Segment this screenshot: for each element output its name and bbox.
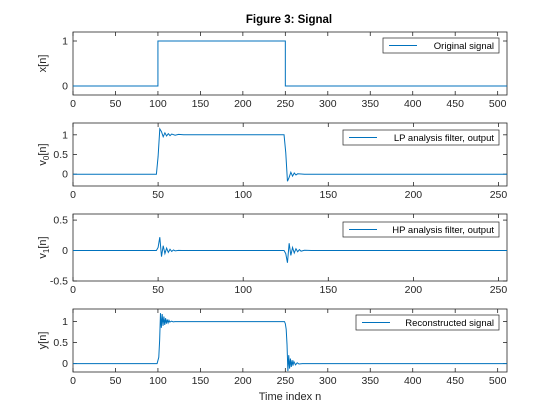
y-tick-label: -0.5 [50, 276, 68, 288]
series-line [73, 127, 507, 182]
y-tick-label: 1 [62, 36, 68, 48]
y-tick-label: 0 [62, 169, 68, 181]
x-tick-label: 500 [489, 98, 507, 110]
x-tick-label: 350 [361, 375, 379, 387]
y-axis-label: v1[n] [37, 236, 51, 258]
x-tick-label: 100 [149, 375, 167, 387]
x-tick-label: 150 [192, 375, 210, 387]
subplot-3: 0 50 100 150 200 250-0.500.5v1[n]HP analysis … [37, 213, 508, 296]
x-tick-label: 400 [404, 98, 422, 110]
x-tick-label: 350 [361, 98, 379, 110]
x-tick-label: 250 [277, 375, 295, 387]
x-tick-label: 400 [404, 375, 422, 387]
x-tick-label: 100 [234, 189, 252, 201]
legend-box [355, 314, 500, 331]
x-tick-label: 200 [234, 375, 252, 387]
legend-box [342, 129, 500, 146]
legend-box [342, 221, 500, 238]
x-tick-label: 250 [490, 189, 508, 201]
x-tick-label: 250 [490, 284, 508, 296]
y-axis-label: x[n] [37, 55, 49, 73]
x-tick-label: 100 [149, 98, 167, 110]
y-tick-label: 0 [62, 245, 68, 257]
legend: HP analysis filter, output [342, 221, 500, 238]
legend: Original signal [382, 37, 500, 54]
legend-box [382, 37, 500, 54]
x-tick-label: 500 [489, 375, 507, 387]
legend: LP analysis filter, output [342, 129, 500, 146]
legend-label: Reconstructed signal [405, 318, 494, 329]
y-tick-label: 0 [62, 81, 68, 93]
x-tick-label: 450 [446, 375, 464, 387]
subplots: 0 50 100 150 200 250 300 350 400 450 50001x[n]Orig… [37, 31, 508, 403]
legend-label: LP analysis filter, output [394, 133, 495, 144]
x-tick-label: 100 [234, 284, 252, 296]
x-tick-label: 0 [70, 284, 76, 296]
y-tick-label: 1 [62, 129, 68, 141]
subplot-1: 0 50 100 150 200 250 300 350 400 450 500 0 1 x[n] Orig… [37, 31, 508, 110]
x-tick-label: 50 [110, 375, 122, 387]
x-tick-label: 150 [320, 189, 338, 201]
legend-label: HP analysis filter, output [392, 225, 494, 236]
y-axis-label: y[n] [37, 332, 49, 350]
x-tick-label: 50 [152, 189, 164, 201]
x-tick-label: 150 [192, 98, 210, 110]
series-line [73, 40, 507, 87]
x-tick-label: 0 [70, 189, 76, 201]
x-axis-label: Time index n [259, 391, 322, 403]
x-tick-label: 300 [319, 98, 337, 110]
x-tick-label: 0 [70, 375, 76, 387]
subplot-4: 0 50 100 150 200 250 300 350 400 450 500 0 0.5 1 y[n] T… [37, 308, 508, 403]
figure-title: Figure 3: Signal [246, 14, 332, 26]
y-tick-label: 0 [62, 358, 68, 370]
y-tick-label: 0.5 [53, 337, 68, 349]
x-tick-label: 250 [277, 98, 295, 110]
x-tick-label: 200 [405, 284, 423, 296]
y-tick-label: 1 [62, 316, 68, 328]
y-tick-label: 0.5 [53, 215, 68, 227]
legend-label: Original signal [434, 41, 494, 52]
subplot-2: 0 50 100 150 200 250 0 0.5 1 v0[n] LP analysis fil… [37, 122, 508, 201]
x-tick-label: 450 [446, 98, 464, 110]
x-tick-label: 200 [405, 189, 423, 201]
x-tick-label: 50 [152, 284, 164, 296]
y-axis-label: v0[n] [37, 143, 51, 165]
series-line [73, 237, 507, 263]
x-tick-label: 50 [110, 98, 122, 110]
y-tick-label: 0.5 [53, 149, 68, 161]
x-tick-label: 150 [320, 284, 338, 296]
series-line [73, 313, 507, 372]
legend: Reconstructed signal [355, 314, 500, 331]
x-tick-label: 200 [234, 98, 252, 110]
x-tick-label: 0 [70, 98, 76, 110]
x-tick-label: 300 [319, 375, 337, 387]
